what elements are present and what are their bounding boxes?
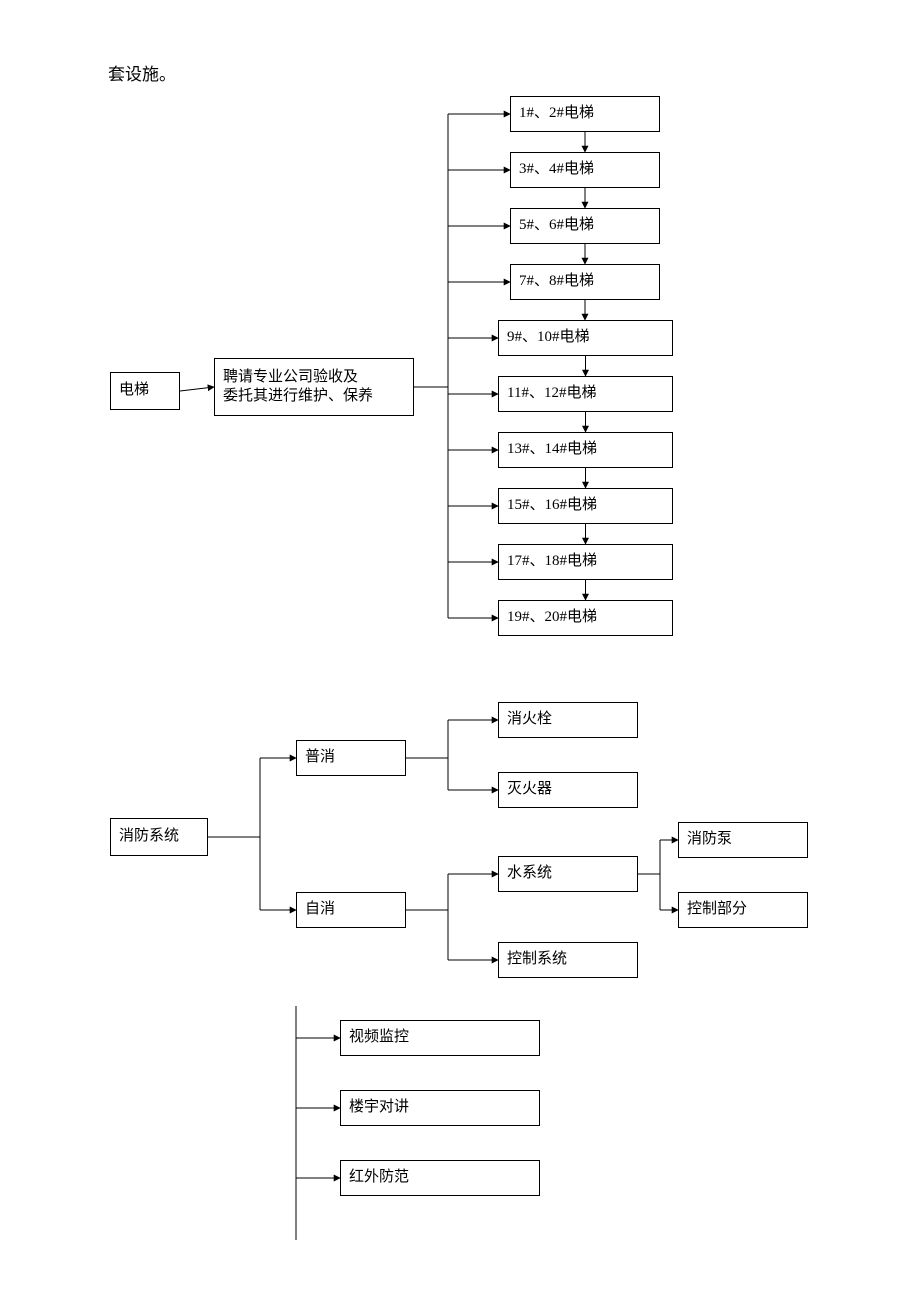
node-fire-pump: 消防泵 — [678, 822, 808, 858]
node-elev-5-6: 5#、6#电梯 — [510, 208, 660, 244]
node-intercom: 楼宇对讲 — [340, 1090, 540, 1126]
node-elev-13-14: 13#、14#电梯 — [498, 432, 673, 468]
diagram-canvas: 套设施。 电梯聘请专业公司验收及 委托其进行维护、保养 1#、2#电梯 3#、4#电… — [0, 0, 920, 1302]
node-ctrl-part: 控制部分 — [678, 892, 808, 928]
node-fire-manual: 普消 — [296, 740, 406, 776]
node-hydrant: 消火栓 — [498, 702, 638, 738]
node-elev-7-8: 7#、8#电梯 — [510, 264, 660, 300]
node-elev-9-10: 9#、10#电梯 — [498, 320, 673, 356]
node-elev-hire: 聘请专业公司验收及 委托其进行维护、保养 — [214, 358, 414, 416]
node-fire-auto: 自消 — [296, 892, 406, 928]
node-ctrl-sys: 控制系统 — [498, 942, 638, 978]
page-title: 套设施。 — [108, 60, 176, 85]
node-elev-15-16: 15#、16#电梯 — [498, 488, 673, 524]
node-elev-3-4: 3#、4#电梯 — [510, 152, 660, 188]
node-elev-1-2: 1#、2#电梯 — [510, 96, 660, 132]
node-elev-17-18: 17#、18#电梯 — [498, 544, 673, 580]
node-water-sys: 水系统 — [498, 856, 638, 892]
node-elev-11-12: 11#、12#电梯 — [498, 376, 673, 412]
node-extinguisher: 灭火器 — [498, 772, 638, 808]
node-elev-root: 电梯 — [110, 372, 180, 410]
node-fire-root: 消防系统 — [110, 818, 208, 856]
node-video: 视频监控 — [340, 1020, 540, 1056]
node-elev-19-20: 19#、20#电梯 — [498, 600, 673, 636]
node-infrared: 红外防范 — [340, 1160, 540, 1196]
